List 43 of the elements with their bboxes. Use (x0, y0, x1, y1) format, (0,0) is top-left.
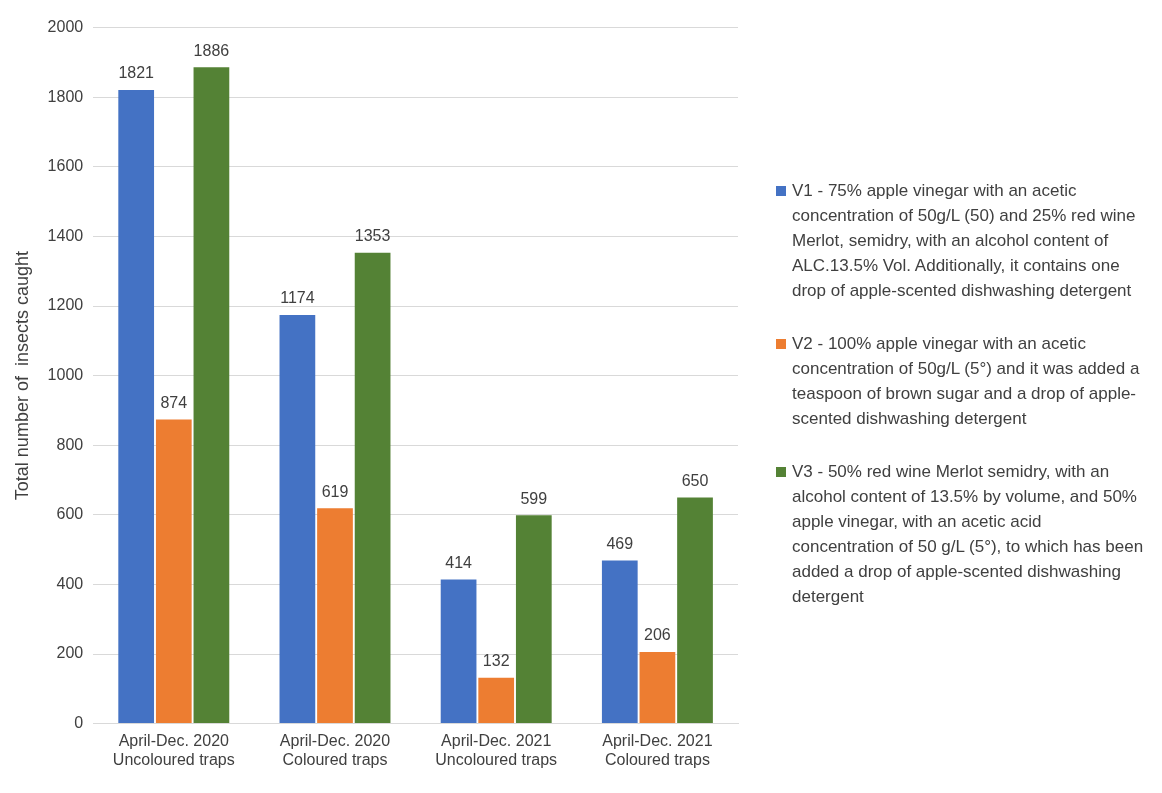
data-label: 619 (321, 482, 349, 500)
data-label: 206 (644, 626, 671, 644)
data-label: 132 (482, 652, 510, 670)
data-label: 1174 (280, 289, 315, 307)
bar (118, 89, 155, 724)
y-axis-title: Total number of insects caught (11, 251, 32, 501)
y-tick-label: 1800 (47, 87, 84, 105)
data-label: 469 (606, 534, 634, 552)
bar (440, 579, 477, 724)
legend-label: V1 - 75% apple vinegar with an acetic concentration of 50g/L (50) and 25% red wine Merlot, semidry, with an alcohol content of ALC.13.5% Vol. Additionally, it contains one drop of apple-scented dishwashing detergent (792, 179, 1137, 302)
bar (193, 67, 230, 724)
y-tick-label: 1200 (47, 296, 84, 314)
x-tick-label: April-Dec. 2020 Coloured traps (279, 731, 391, 768)
bar (478, 677, 515, 724)
bar (317, 508, 353, 724)
bar (354, 252, 391, 724)
data-label: 599 (520, 489, 548, 507)
bar (601, 560, 638, 724)
bar (677, 497, 713, 724)
data-label: 874 (160, 393, 188, 411)
data-label: 414 (445, 553, 473, 571)
bar (279, 315, 316, 724)
data-label: 1821 (118, 64, 155, 82)
x-tick-label: April-Dec. 2020 Uncoloured traps (112, 731, 235, 768)
bar (639, 651, 676, 724)
x-tick-label: April-Dec. 2021 Uncoloured traps (435, 731, 558, 768)
y-tick-label: 1600 (47, 157, 84, 175)
y-tick-label: 400 (56, 574, 84, 592)
y-tick-label: 1400 (47, 226, 84, 244)
data-label: 650 (681, 471, 709, 489)
data-label: 1886 (193, 41, 230, 59)
bar (155, 419, 192, 724)
y-tick-label: 800 (56, 435, 84, 453)
bar (515, 515, 552, 724)
y-tick-label: 0 (74, 714, 84, 732)
y-tick-label: 2000 (47, 18, 84, 36)
x-tick-label: April-Dec. 2021 Coloured traps (602, 731, 713, 768)
y-tick-label: 200 (56, 644, 84, 662)
data-label: 1353 (354, 227, 391, 245)
y-tick-label: 600 (56, 505, 84, 523)
legend-label: V3 - 50% red wine Merlot semidry, with an alcohol content of 13.5% by volume, and 50% apple vinegar, with an acetic acid concentration of 50 g/L (5°), to which has been added a drop of apple-scented dishwashing detergent (792, 460, 1145, 608)
y-tick-label: 1000 (47, 366, 84, 384)
legend-label: V2 - 100% apple vinegar with an acetic concentration of 50g/L (5°) and it was added a teaspoon of brown sugar and a drop of apple-scented dishwashing detergent (792, 332, 1141, 430)
